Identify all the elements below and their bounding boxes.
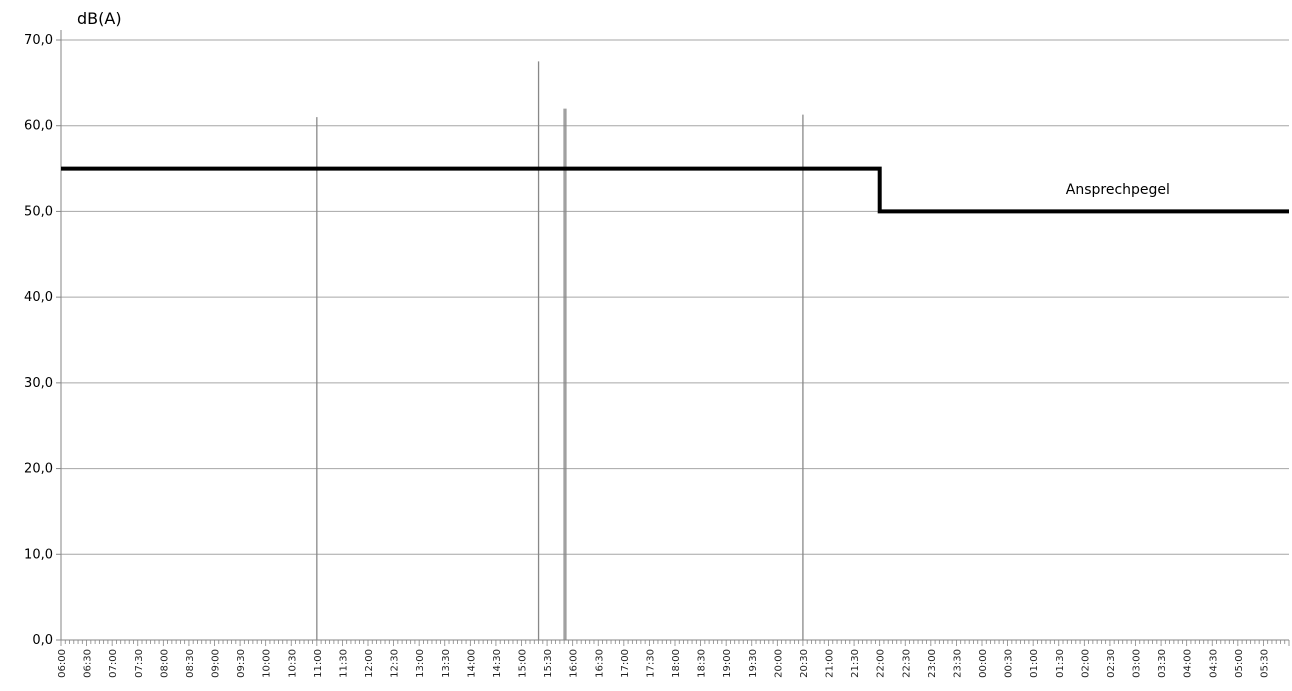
x-tick-label: 15:30 [543, 649, 554, 678]
y-tick-label: 40,0 [24, 290, 53, 305]
x-tick-label: 20:30 [799, 649, 810, 678]
x-tick-label: 00:30 [1004, 649, 1015, 678]
series-line-ansprechpegel [61, 166, 1289, 214]
x-tick-label: 10:30 [287, 649, 298, 678]
x-tick-label: 21:00 [825, 649, 836, 678]
series-annotation: Ansprechpegel [1066, 182, 1170, 198]
x-tick-label: 01:30 [1055, 649, 1066, 678]
x-tick-label: 05:00 [1234, 649, 1245, 678]
x-tick-label: 17:00 [620, 649, 631, 678]
y-tick-label: 60,0 [24, 119, 53, 134]
x-tick-label: 10:00 [262, 649, 273, 678]
x-tick-label: 01:00 [1029, 649, 1040, 678]
x-tick-label: 18:30 [697, 649, 708, 678]
x-tick-label: 12:30 [390, 649, 401, 678]
x-tick-label: 08:30 [185, 649, 196, 678]
x-tick-label: 19:30 [748, 649, 759, 678]
y-axis-label: dB(A) [77, 9, 122, 28]
x-tick-label: 07:30 [134, 649, 145, 678]
x-tick-label: 06:30 [83, 649, 94, 678]
x-tick-label: 03:00 [1132, 649, 1143, 678]
x-tick-label: 13:30 [441, 649, 452, 678]
x-tick-label: 22:30 [901, 649, 912, 678]
x-tick-label: 02:30 [1106, 649, 1117, 678]
y-tick-label: 30,0 [24, 376, 53, 391]
x-tick-label: 21:30 [850, 649, 861, 678]
x-tick-label: 11:30 [338, 649, 349, 678]
x-tick-label: 16:00 [569, 649, 580, 678]
x-tick-label: 08:00 [159, 649, 170, 678]
y-tick-label: 20,0 [24, 462, 53, 477]
x-tick-label: 19:00 [722, 649, 733, 678]
series-lines [61, 166, 1289, 214]
x-tick-label: 14:00 [466, 649, 477, 678]
x-tick-label: 12:00 [364, 649, 375, 678]
gridlines [61, 39, 1289, 641]
axes [56, 30, 1290, 646]
x-tick-label: 17:30 [645, 649, 656, 678]
x-tick-label: 22:00 [876, 649, 887, 678]
x-tick-label: 04:00 [1183, 649, 1194, 678]
x-tick-label: 09:30 [236, 649, 247, 678]
x-tick-label: 15:00 [518, 649, 529, 678]
x-tick-label: 09:00 [211, 649, 222, 678]
x-tick-label: 18:00 [671, 649, 682, 678]
x-tick-label: 03:30 [1157, 649, 1168, 678]
x-tick-label: 13:00 [415, 649, 426, 678]
x-tick-label: 05:30 [1259, 649, 1270, 678]
x-tick-label: 23:00 [927, 649, 938, 678]
x-tick-label: 20:00 [773, 649, 784, 678]
x-tick-label: 07:00 [108, 649, 119, 678]
x-tick-label: 00:00 [978, 649, 989, 678]
event-spikes [316, 61, 804, 640]
x-tick-label: 06:00 [57, 649, 68, 678]
x-tick-label: 02:00 [1080, 649, 1091, 678]
x-tick-label: 14:30 [492, 649, 503, 678]
x-tick-label: 04:30 [1208, 649, 1219, 678]
x-tick-label: 16:30 [594, 649, 605, 678]
x-tick-label: 11:00 [313, 649, 324, 678]
y-tick-label: 10,0 [24, 547, 53, 562]
y-tick-label: 0,0 [32, 633, 53, 648]
labels: dB(A) 0,0 10,0 20,0 30,0 40,0 50,0 60,0 70,0 06:… [24, 9, 1270, 678]
y-tick-label: 70,0 [24, 33, 53, 48]
y-tick-label: 50,0 [24, 204, 53, 219]
x-tick-label: 23:30 [952, 649, 963, 678]
